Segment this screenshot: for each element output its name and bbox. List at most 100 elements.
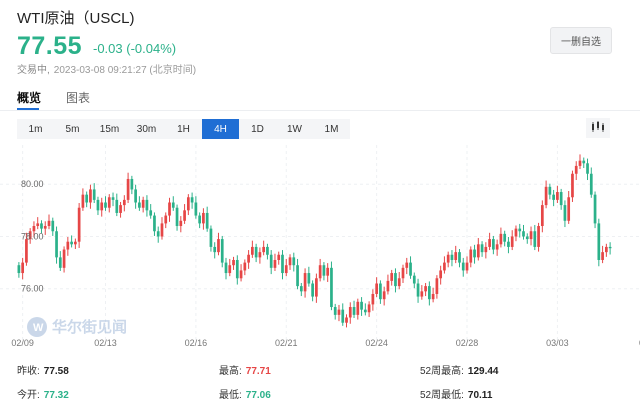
candle-body (333, 307, 337, 315)
candle-body (507, 241, 510, 247)
stat-prev-close: 昨收: 77.58 (17, 366, 69, 377)
period-1h[interactable]: 1H (165, 119, 202, 139)
candle-body (371, 293, 375, 305)
candle-body (548, 186, 552, 195)
candle-body (390, 273, 394, 281)
candle-body (55, 231, 58, 258)
period-30m[interactable]: 30m (128, 119, 165, 139)
candle-body (318, 265, 322, 279)
candle-body (179, 220, 183, 227)
candle-body (62, 249, 66, 268)
candle-body (352, 307, 356, 315)
candle-body (450, 254, 454, 260)
candle-body (104, 202, 107, 208)
chart-grid (0, 145, 640, 341)
candle-body (43, 226, 47, 229)
x-tick-label: 02/24 (365, 338, 388, 348)
period-5m[interactable]: 5m (54, 119, 91, 139)
chart-type-button[interactable] (586, 118, 610, 138)
candle-body (446, 254, 450, 263)
candle-body (168, 202, 171, 216)
candle-body (311, 283, 314, 297)
candle-body (360, 301, 363, 310)
candle-body (345, 317, 348, 323)
period-15m[interactable]: 15m (91, 119, 128, 139)
svg-text:W: W (33, 322, 44, 334)
tab-chart[interactable]: 图表 (66, 91, 91, 105)
period-4h[interactable]: 4H (202, 119, 239, 139)
period-1w[interactable]: 1W (276, 119, 313, 139)
candle-body (375, 283, 378, 294)
candle-body (213, 246, 217, 253)
candle-body (269, 254, 273, 268)
change-percent: (-0.04%) (126, 41, 177, 56)
candle-body (578, 160, 582, 166)
candle-body (284, 265, 288, 274)
candle-body (209, 228, 213, 247)
candle-body (89, 189, 92, 203)
candle-body (525, 236, 529, 240)
candle-body (582, 160, 586, 164)
candle-body (299, 286, 303, 292)
candle-body (262, 246, 266, 253)
candle-body (205, 212, 209, 229)
x-tick-label: 02/21 (275, 338, 298, 348)
period-1mo[interactable]: 1M (313, 119, 350, 139)
candle-body (202, 212, 205, 224)
candle-body (510, 236, 514, 247)
candle-body (431, 293, 435, 300)
candle-body (224, 262, 228, 274)
candle-body (126, 178, 130, 200)
candle-body (28, 231, 32, 240)
period-1d[interactable]: 1D (239, 119, 276, 139)
stat-open: 今开: 77.32 (17, 390, 69, 401)
candle-body (473, 249, 476, 258)
candle-body (217, 239, 220, 253)
stat-52w-high: 52周最高: 129.44 (420, 366, 499, 377)
candle-body (465, 262, 469, 271)
candle-body (514, 228, 518, 237)
candle-body (21, 262, 25, 274)
candle-body (567, 197, 571, 221)
candle-body (107, 197, 111, 208)
x-tick-label: 03/03 (546, 338, 569, 348)
candle-body (476, 244, 480, 258)
candle-body (134, 189, 137, 203)
candlestick-series (17, 154, 612, 328)
price-chart[interactable]: 80.00 78.00 76.00 02/09 02/13 02/16 02/21 02/2… (0, 145, 640, 356)
candle-body (439, 270, 443, 279)
x-tick-label: 02/13 (94, 338, 117, 348)
candle-body (363, 309, 367, 313)
candle-body (401, 267, 405, 279)
candle-body (281, 254, 284, 274)
remove-watchlist-button[interactable]: 一删自选 (550, 27, 612, 54)
candle-body (171, 202, 175, 208)
candle-body (608, 246, 612, 249)
candle-body (397, 278, 401, 287)
candle-body (529, 231, 533, 240)
period-1m[interactable]: 1m (17, 119, 54, 139)
page-title: WTI原油（USCL) (17, 10, 135, 27)
candle-body (258, 252, 262, 258)
watermark-text: 华尔街见闻 (52, 318, 127, 336)
candle-body (416, 283, 420, 297)
candle-body (428, 286, 431, 300)
candle-body (122, 199, 126, 206)
candle-body (160, 223, 164, 237)
candle-body (495, 244, 499, 250)
candle-body (228, 265, 232, 274)
candle-body (559, 192, 563, 206)
candle-body (586, 163, 589, 174)
candle-body (601, 252, 604, 260)
candle-body (266, 246, 269, 255)
y-axis: 80.00 78.00 76.00 (21, 179, 44, 294)
candle-body (424, 286, 427, 292)
candle-body (100, 202, 104, 211)
candle-body (25, 239, 28, 263)
tab-overview[interactable]: 概览 (17, 91, 42, 105)
trading-status: 交易中, 2023-03-08 09:21:27 (北京时间) (17, 61, 196, 76)
quote-timestamp: 2023-03-08 09:21:27 (北京时间) (53, 65, 197, 76)
candle-body (537, 226, 540, 247)
candle-body (604, 246, 608, 253)
candle-body (66, 241, 70, 250)
